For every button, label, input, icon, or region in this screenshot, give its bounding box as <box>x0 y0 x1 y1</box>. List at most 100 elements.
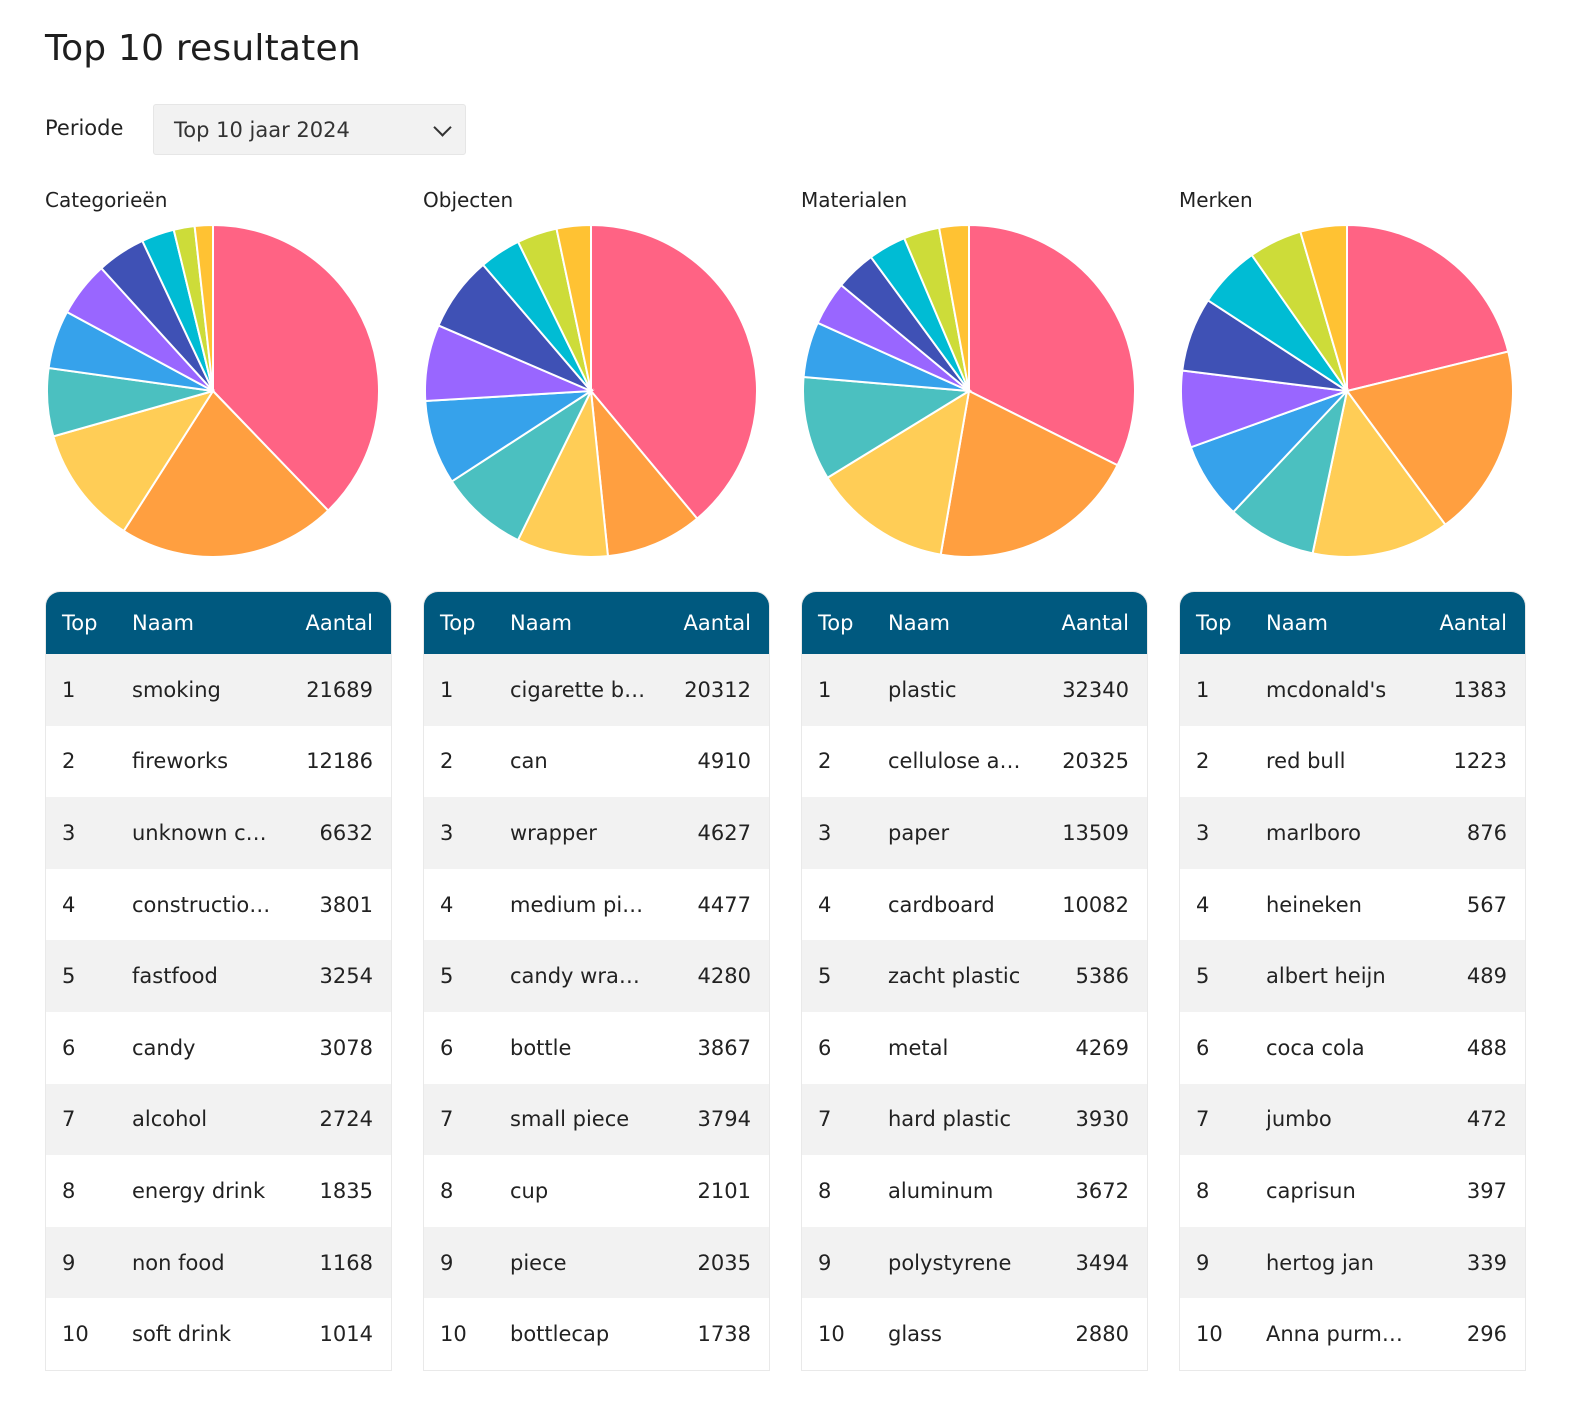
table-row: 2 can 4910 <box>424 725 769 798</box>
pie-slice[interactable] <box>826 388 971 556</box>
name-cell: marlboro <box>1266 820 1361 845</box>
count-cell: 1738 <box>697 1322 751 1347</box>
count-cell: 1168 <box>319 1250 373 1275</box>
pie-chart-materialen <box>802 223 1136 558</box>
count-cell: 10082 <box>1062 892 1129 917</box>
name-cell: mcdonald's <box>1266 677 1387 702</box>
count-cell: 21689 <box>306 677 373 702</box>
section-categorieen: Categorieën Top Naam Aantal 1 smoking 21689 2 fi… <box>45 188 391 1370</box>
pie-slice[interactable] <box>968 223 1136 467</box>
column-header-count[interactable]: Aantal <box>1061 611 1129 635</box>
pie-slice[interactable] <box>802 375 973 480</box>
name-cell: albert heijn <box>1266 964 1386 989</box>
pie-slice[interactable] <box>212 223 380 512</box>
table-row: 3 paper 13509 <box>802 797 1147 869</box>
rank-cell: 8 <box>818 1178 832 1203</box>
pie-chart-merken <box>1180 223 1514 558</box>
name-cell: paper <box>888 820 950 845</box>
count-cell: 339 <box>1466 1250 1507 1275</box>
count-cell: 876 <box>1466 820 1507 845</box>
pie-slice[interactable] <box>589 387 699 558</box>
column-header-top[interactable]: Top <box>1196 611 1232 635</box>
table-row: 3 wrapper 4627 <box>424 797 769 869</box>
pie-slice[interactable] <box>590 223 758 521</box>
period-label: Periode <box>45 116 124 140</box>
pie-slice[interactable] <box>193 223 214 392</box>
table-row: 4 construction ... 3801 <box>46 868 391 941</box>
count-cell: 12186 <box>306 749 373 774</box>
pie-slice[interactable] <box>122 389 330 558</box>
column-header-top[interactable]: Top <box>62 611 98 635</box>
column-header-name[interactable]: Naam <box>888 611 950 635</box>
table-row: 4 cardboard 10082 <box>802 868 1147 941</box>
rank-cell: 10 <box>440 1322 467 1347</box>
table-row: 8 cup 2101 <box>424 1155 769 1227</box>
pie-slice[interactable] <box>1346 223 1510 393</box>
rank-cell: 9 <box>1196 1250 1210 1275</box>
name-cell: zacht plastic <box>888 964 1021 989</box>
column-header-name[interactable]: Naam <box>132 611 194 635</box>
rank-cell: 8 <box>1196 1178 1210 1203</box>
pie-slice[interactable] <box>1345 350 1514 527</box>
pie-slice[interactable] <box>1299 223 1348 392</box>
column-header-count[interactable]: Aantal <box>683 611 751 635</box>
count-cell: 567 <box>1466 892 1507 917</box>
name-cell: hertog jan <box>1266 1250 1374 1275</box>
table-row: 3 marlboro 876 <box>1180 797 1525 869</box>
period-select[interactable]: Top 10 jaar 2024 <box>153 104 466 155</box>
pie-slice[interactable] <box>450 388 594 542</box>
count-cell: 397 <box>1466 1178 1507 1203</box>
table-row: 2 red bull 1223 <box>1180 725 1525 798</box>
name-cell: polystyrene <box>888 1250 1012 1275</box>
column-header-name[interactable]: Naam <box>1266 611 1328 635</box>
name-cell: plastic <box>888 677 957 702</box>
table-row: 6 bottle 3867 <box>424 1011 769 1084</box>
count-cell: 13509 <box>1062 820 1129 845</box>
pie-slice[interactable] <box>555 223 592 392</box>
table-row: 10 glass 2880 <box>802 1298 1147 1370</box>
count-cell: 20312 <box>684 677 751 702</box>
name-cell: non food <box>132 1250 225 1275</box>
rank-cell: 1 <box>62 677 76 702</box>
rank-cell: 2 <box>1196 749 1210 774</box>
table-row: 7 jumbo 472 <box>1180 1083 1525 1156</box>
table-row: 8 energy drink 1835 <box>46 1155 391 1227</box>
pie-slice[interactable] <box>1311 388 1447 558</box>
rank-cell: 2 <box>818 749 832 774</box>
name-cell: aluminum <box>888 1178 994 1203</box>
pie-slice[interactable] <box>937 223 970 392</box>
name-cell: construction ... <box>132 892 277 917</box>
pie-slice[interactable] <box>939 389 1119 558</box>
rank-cell: 6 <box>1196 1035 1210 1060</box>
table-row: 1 mcdonald's 1383 <box>1180 654 1525 726</box>
rank-cell: 6 <box>440 1035 454 1060</box>
rank-cell: 4 <box>1196 892 1210 917</box>
rank-cell: 3 <box>818 820 832 845</box>
name-cell: alcohol <box>132 1107 208 1132</box>
pie-slice[interactable] <box>516 387 610 558</box>
table-row: 3 unknown cat... 6632 <box>46 797 391 869</box>
name-cell: cigarette butt <box>510 677 654 702</box>
table-row: 8 aluminum 3672 <box>802 1155 1147 1227</box>
column-header-top[interactable]: Top <box>440 611 476 635</box>
count-cell: 1835 <box>319 1178 373 1203</box>
section-objecten: Objecten Top Naam Aantal 1 cigarette butt 2031… <box>423 188 769 1370</box>
column-header-top[interactable]: Top <box>818 611 854 635</box>
column-header-count[interactable]: Aantal <box>1439 611 1507 635</box>
table-row: 4 heineken 567 <box>1180 868 1525 941</box>
pie-chart-categorieen <box>46 223 380 558</box>
table-header-row: Top Naam Aantal <box>46 592 391 654</box>
name-cell: smoking <box>132 677 221 702</box>
count-cell: 20325 <box>1062 749 1129 774</box>
rank-cell: 3 <box>1196 820 1210 845</box>
table-row: 9 hertog jan 339 <box>1180 1226 1525 1299</box>
column-header-count[interactable]: Aantal <box>305 611 373 635</box>
count-cell: 4269 <box>1075 1035 1129 1060</box>
column-header-name[interactable]: Naam <box>510 611 572 635</box>
chart-title: Materialen <box>801 188 908 212</box>
rank-cell: 5 <box>440 964 454 989</box>
name-cell: small piece <box>510 1107 630 1132</box>
count-cell: 3930 <box>1075 1107 1129 1132</box>
pie-slice[interactable] <box>1231 387 1349 555</box>
rank-cell: 4 <box>62 892 76 917</box>
